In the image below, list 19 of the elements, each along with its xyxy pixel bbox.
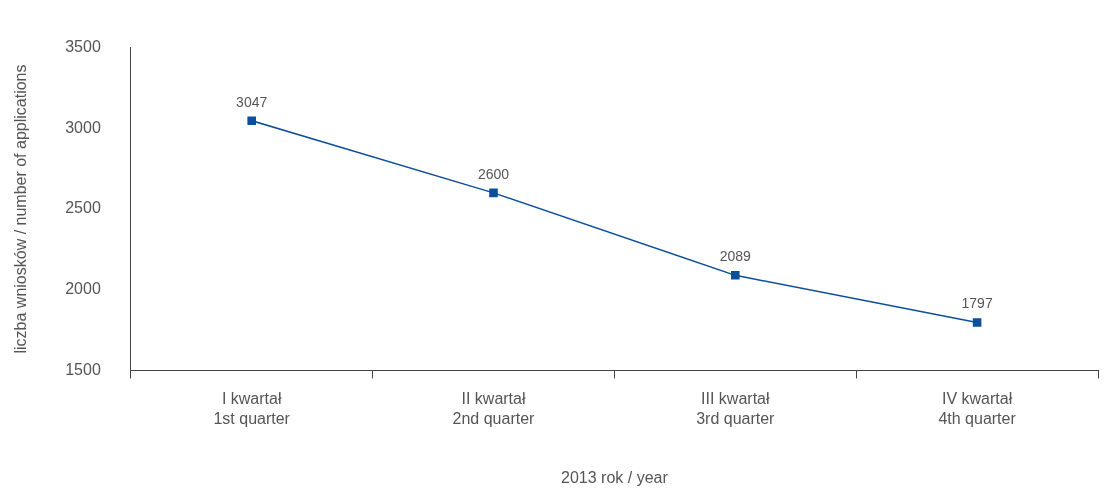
y-tick-label: 3000 — [65, 118, 101, 136]
y-tick-label: 2500 — [65, 199, 101, 217]
x-tick-label: III kwartał 3rd quarter — [696, 390, 776, 427]
data-label: 3047 — [236, 93, 268, 110]
y-tick-label: 1500 — [65, 360, 101, 378]
point — [247, 116, 256, 125]
data-label: 2089 — [719, 248, 752, 265]
point — [972, 318, 982, 327]
point — [731, 271, 740, 280]
data-label: 1797 — [961, 295, 993, 312]
point — [489, 188, 498, 198]
x-tick-label: II kwartał 2nd quarter — [452, 390, 536, 427]
y-axis-title: liczba wniosków / number of applications — [12, 64, 30, 354]
x-tick-label: I kwartał 1st quarter — [213, 390, 291, 427]
y-tick-label: 2000 — [65, 280, 101, 298]
x-tick-label: IV kwartał 4th quarter — [938, 390, 1017, 427]
y-tick-label: 3500 — [65, 38, 101, 56]
data-label: 2600 — [477, 165, 510, 182]
x-axis-title: 2013 rok / year — [561, 468, 669, 486]
